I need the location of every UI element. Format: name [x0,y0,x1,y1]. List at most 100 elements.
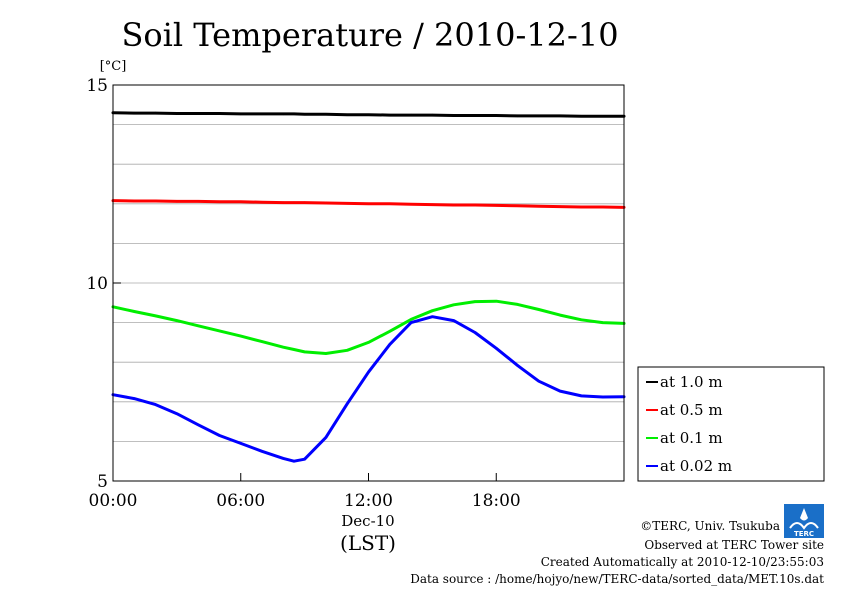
data-point [292,201,296,204]
data-point [558,389,562,393]
data-point [133,199,136,203]
data-point [452,114,455,117]
data-point [558,114,562,118]
data-point [388,202,391,205]
data-point [346,402,349,405]
data-point [452,203,455,207]
data-point [495,114,498,117]
data-point [558,205,562,208]
data-point [495,347,498,350]
x-axis-date-label: Dec-10 [341,512,394,530]
data-point [260,340,264,343]
data-point [218,200,221,204]
svg-text:TERC: TERC [794,530,814,538]
data-point [196,200,200,203]
x-tick-label: 00:00 [89,491,138,511]
legend-label: at 0.02 m [660,457,732,475]
data-point [580,394,583,398]
data-point [409,318,413,321]
data-point [452,319,455,322]
chart-title: Soil Temperature / 2010-12-10 [121,16,618,54]
data-point [154,199,157,203]
data-point [409,113,413,117]
data-point [431,113,434,117]
data-point [303,350,306,354]
data-point [537,114,541,118]
series-line-3 [111,299,626,355]
legend-label: at 1.0 m [660,373,723,391]
data-point [537,380,541,383]
axis-ticks: 5 10 15 00:00 06:00 12:00 18:00 [86,76,520,511]
data-point [154,314,157,318]
data-point [175,200,179,203]
data-point [537,308,541,311]
series-line-4 [111,315,626,463]
x-tick-label: 06:00 [216,491,265,511]
data-point [324,352,328,355]
data-point [601,115,604,118]
data-point [196,112,200,115]
data-point [239,334,242,338]
data-point [367,202,370,205]
data-point [260,450,264,453]
x-tick-label: 18:00 [472,491,521,511]
data-point [239,442,242,445]
data-point [175,319,179,322]
legend-box [637,366,825,482]
footer-copyright: ©TERC, Univ. Tsukuba [640,519,780,533]
data-point [346,202,349,205]
data-point [282,112,285,116]
data-point [324,201,328,205]
data-point [292,348,296,351]
data-point [175,412,179,415]
footer-created: Created Automatically at 2010-12-10/23:5… [541,555,824,569]
data-point [473,203,477,207]
data-point [431,309,434,312]
data-point [346,113,349,116]
series-line-1 [111,111,626,118]
data-point [473,114,477,117]
data-point [601,205,604,209]
data-point [196,423,200,426]
data-point [601,321,604,324]
data-point [154,403,157,406]
data-point [239,200,242,204]
data-point [580,205,583,209]
data-point [495,204,498,207]
x-axis-label: (LST) [340,531,396,555]
data-point [537,204,541,208]
data-point [431,315,434,318]
data-point [196,324,200,327]
data-point [218,112,221,115]
data-point [388,113,391,117]
data-point [516,364,519,367]
y-tick-label: 5 [97,472,108,492]
footer-observed: Observed at TERC Tower site [644,538,824,552]
series-line-2 [111,199,626,209]
y-tick-label: 10 [86,274,108,294]
data-point [292,460,296,463]
data-point [154,111,157,115]
data-point [367,113,370,116]
data-point [346,349,349,352]
series-lines [111,111,626,463]
data-point [218,434,221,437]
data-point [239,112,242,116]
data-point [580,318,583,322]
data-point [516,204,519,207]
legend-label: at 0.1 m [660,429,723,447]
data-point [558,313,562,317]
data-point [324,436,328,439]
data-point [388,343,391,346]
data-point [303,201,306,204]
footer-data-source: Data source : /home/hojyo/new/TERC-data/… [410,572,824,586]
data-point [282,201,285,204]
data-point [292,112,296,116]
data-point [133,397,136,400]
data-point [324,113,328,116]
data-point [260,201,264,204]
data-point [452,303,455,306]
data-point [367,370,370,374]
data-point [473,300,477,303]
